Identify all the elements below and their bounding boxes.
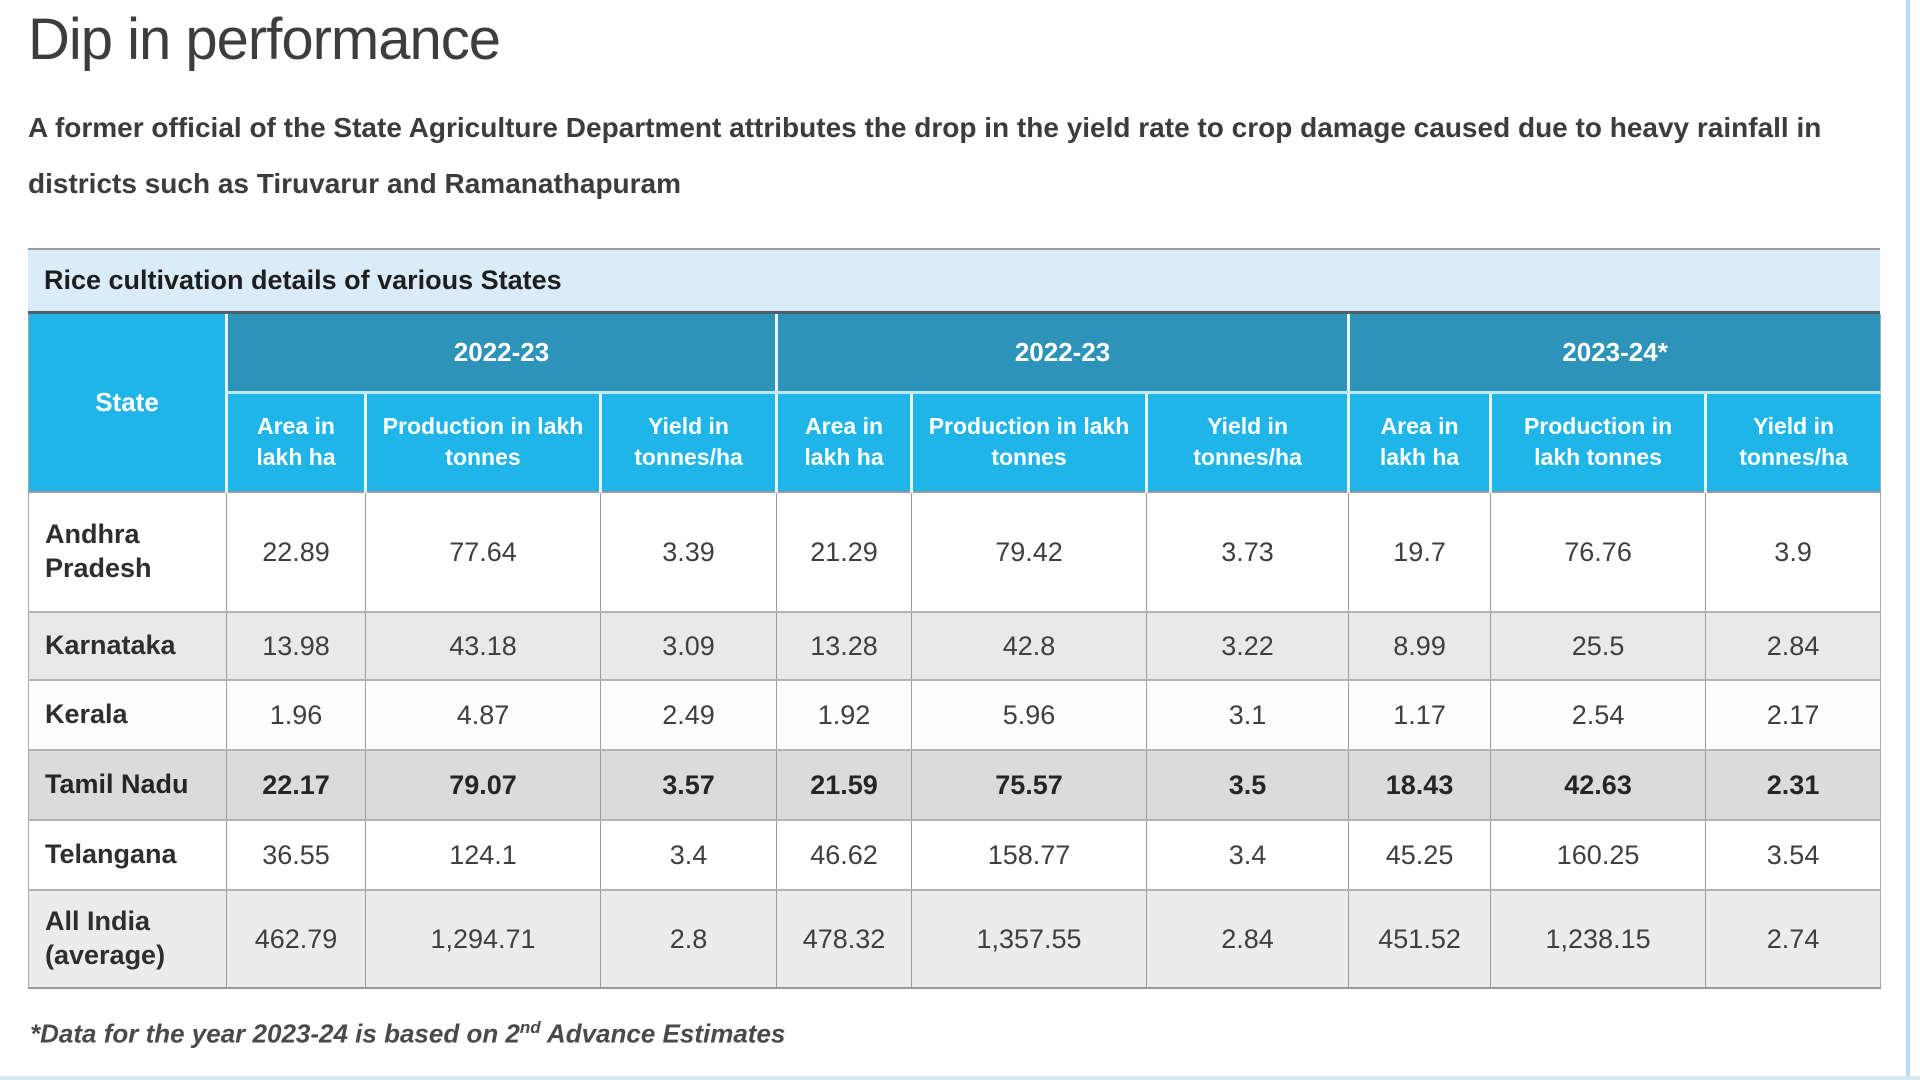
value-cell: 43.18 bbox=[365, 612, 601, 680]
footnote-superscript: nd bbox=[519, 1018, 541, 1037]
value-cell: 2.17 bbox=[1705, 680, 1881, 750]
rice-cultivation-table: Rice cultivation details of various Stat… bbox=[28, 248, 1882, 989]
footnote: *Data for the year 2023-24 is based on 2… bbox=[30, 1018, 785, 1050]
column-header: Production in lakh tonnes bbox=[910, 392, 1147, 492]
value-cell: 158.77 bbox=[911, 820, 1147, 890]
page-bottom-border bbox=[0, 1076, 1920, 1080]
table-row: Telangana 36.55 124.1 3.4 46.62 158.77 3… bbox=[28, 820, 1881, 890]
column-header: Area in lakh ha bbox=[1347, 392, 1491, 492]
table-caption: Rice cultivation details of various Stat… bbox=[28, 248, 1880, 314]
value-cell: 478.32 bbox=[776, 890, 912, 988]
value-cell: 3.4 bbox=[599, 820, 777, 890]
column-header: Production in lakh tonnes bbox=[364, 392, 601, 492]
table-row: Karnataka 13.98 43.18 3.09 13.28 42.8 3.… bbox=[28, 612, 1881, 680]
state-cell: Andhra Pradesh bbox=[28, 492, 227, 612]
table-row-highlighted: Tamil Nadu 22.17 79.07 3.57 21.59 75.57 … bbox=[28, 750, 1881, 820]
value-cell: 3.09 bbox=[599, 612, 777, 680]
value-cell: 22.89 bbox=[226, 492, 366, 612]
year-group-header: 2022-23 bbox=[224, 314, 777, 394]
value-cell: 18.43 bbox=[1348, 750, 1491, 820]
column-header-row: Area in lakh ha Production in lakh tonne… bbox=[29, 392, 1881, 492]
value-cell: 8.99 bbox=[1348, 612, 1491, 680]
page-title: Dip in performance bbox=[28, 7, 501, 72]
value-cell: 462.79 bbox=[226, 890, 366, 988]
column-header: Area in lakh ha bbox=[225, 392, 366, 492]
value-cell: 1,238.15 bbox=[1490, 890, 1706, 988]
value-cell: 19.7 bbox=[1348, 492, 1491, 612]
value-cell: 36.55 bbox=[226, 820, 366, 890]
year-header-row: State 2022-23 2022-23 2023-24* bbox=[28, 314, 1881, 492]
value-cell: 3.4 bbox=[1146, 820, 1349, 890]
footnote-text: *Data for the year 2023-24 is based on 2 bbox=[30, 1018, 520, 1049]
column-header: Yield in tonnes/ha bbox=[1145, 392, 1349, 492]
subtitle: A former official of the State Agricultu… bbox=[28, 112, 1822, 199]
table-row: Kerala 1.96 4.87 2.49 1.92 5.96 3.1 1.17… bbox=[28, 680, 1881, 750]
state-cell: All India (average) bbox=[28, 890, 227, 988]
value-cell: 3.54 bbox=[1705, 820, 1881, 890]
value-cell: 3.39 bbox=[599, 492, 777, 612]
column-header: Yield in tonnes/ha bbox=[1704, 392, 1881, 492]
state-column-header: State bbox=[28, 314, 227, 492]
value-cell: 76.76 bbox=[1490, 492, 1706, 612]
value-cell: 79.07 bbox=[365, 750, 601, 820]
state-cell: Kerala bbox=[28, 680, 227, 750]
value-cell: 3.57 bbox=[599, 750, 777, 820]
value-cell: 2.84 bbox=[1705, 612, 1881, 680]
value-cell: 4.87 bbox=[365, 680, 601, 750]
table-row: All India (average) 462.79 1,294.71 2.8 … bbox=[28, 890, 1881, 988]
value-cell: 2.84 bbox=[1146, 890, 1349, 988]
value-cell: 3.22 bbox=[1146, 612, 1349, 680]
value-cell: 3.5 bbox=[1146, 750, 1349, 820]
footnote-text: Advance Estimates bbox=[540, 1018, 786, 1049]
value-cell: 45.25 bbox=[1348, 820, 1491, 890]
year-group-header: 2023-24* bbox=[1347, 314, 1881, 394]
value-cell: 160.25 bbox=[1490, 820, 1706, 890]
column-header: Area in lakh ha bbox=[775, 392, 912, 492]
value-cell: 3.1 bbox=[1146, 680, 1349, 750]
value-cell: 451.52 bbox=[1348, 890, 1491, 988]
value-cell: 2.31 bbox=[1705, 750, 1881, 820]
value-cell: 21.59 bbox=[776, 750, 912, 820]
value-cell: 13.28 bbox=[776, 612, 912, 680]
value-cell: 42.63 bbox=[1490, 750, 1706, 820]
value-cell: 124.1 bbox=[365, 820, 601, 890]
data-table: State 2022-23 2022-23 2023-24* Area in l… bbox=[28, 314, 1882, 989]
value-cell: 13.98 bbox=[226, 612, 366, 680]
value-cell: 3.9 bbox=[1705, 492, 1881, 612]
value-cell: 2.49 bbox=[599, 680, 777, 750]
value-cell: 21.29 bbox=[776, 492, 912, 612]
value-cell: 79.42 bbox=[911, 492, 1147, 612]
state-cell: Karnataka bbox=[28, 612, 227, 680]
value-cell: 2.54 bbox=[1490, 680, 1706, 750]
table-row: Andhra Pradesh 22.89 77.64 3.39 21.29 79… bbox=[28, 492, 1881, 612]
value-cell: 77.64 bbox=[365, 492, 601, 612]
column-header: Yield in tonnes/ha bbox=[598, 392, 777, 492]
state-cell: Telangana bbox=[28, 820, 227, 890]
value-cell: 22.17 bbox=[226, 750, 366, 820]
column-header: Production in lakh tonnes bbox=[1489, 392, 1706, 492]
value-cell: 3.73 bbox=[1146, 492, 1349, 612]
year-group-header: 2022-23 bbox=[775, 314, 1349, 394]
value-cell: 2.74 bbox=[1705, 890, 1881, 988]
value-cell: 2.8 bbox=[599, 890, 777, 988]
value-cell: 42.8 bbox=[911, 612, 1147, 680]
value-cell: 1,294.71 bbox=[365, 890, 601, 988]
value-cell: 46.62 bbox=[776, 820, 912, 890]
value-cell: 5.96 bbox=[911, 680, 1147, 750]
value-cell: 1.17 bbox=[1348, 680, 1491, 750]
value-cell: 25.5 bbox=[1490, 612, 1706, 680]
state-cell: Tamil Nadu bbox=[28, 750, 227, 820]
value-cell: 1.92 bbox=[776, 680, 912, 750]
value-cell: 1,357.55 bbox=[911, 890, 1147, 988]
value-cell: 1.96 bbox=[226, 680, 366, 750]
value-cell: 75.57 bbox=[911, 750, 1147, 820]
page-right-border bbox=[1906, 0, 1910, 1080]
